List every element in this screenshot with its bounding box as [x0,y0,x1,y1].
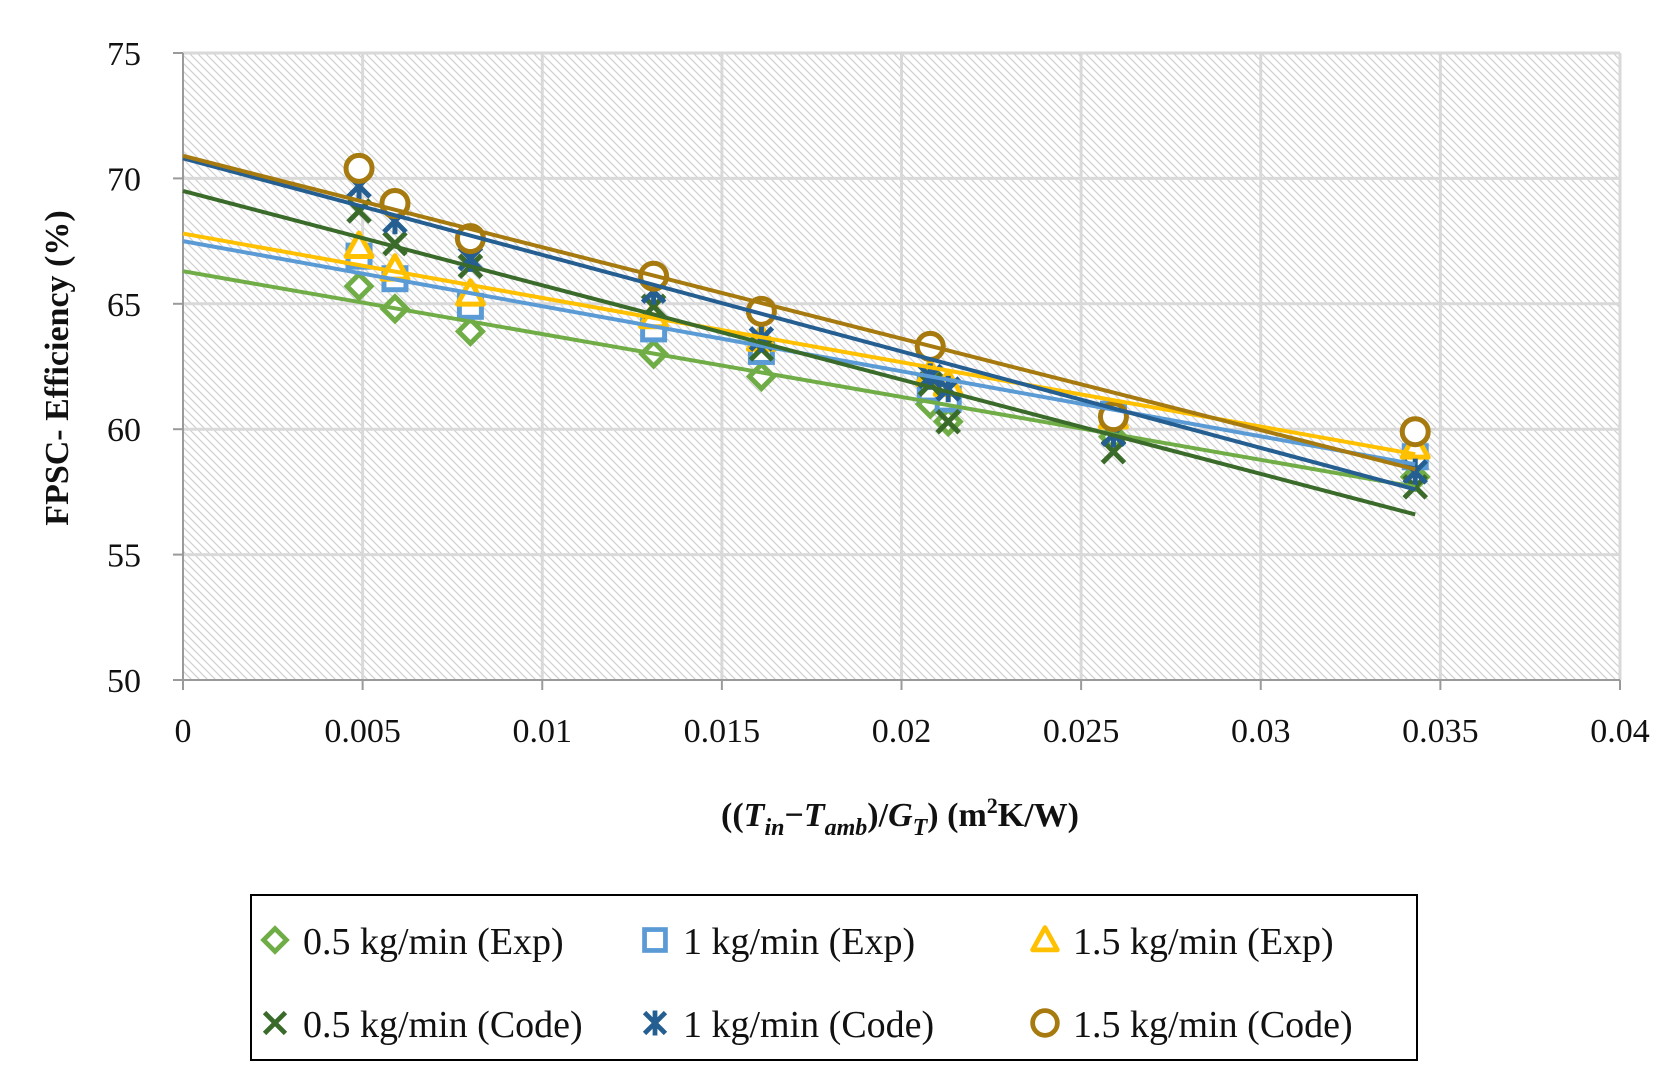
legend-label-0-5-kg-min-code: 0.5 kg/min (Code) [303,1004,583,1046]
trendline-0-5-kg-min-exp [182,269,1416,489]
y-tick-label: 65 [107,287,141,324]
x-tick-label: 0.03 [1231,713,1291,750]
x-axis-title: ((Tin−Tamb)/GT) (m2K/W) [721,793,1079,841]
trendline-0-5-kg-min-code [182,189,1416,517]
data-point-1-5-kg-min-code [343,152,375,184]
y-axis-title: FPSC- Efficiency (%) [39,210,76,525]
x-tick-label: 0.005 [324,713,401,750]
y-tick-label: 50 [107,663,141,700]
x-tick-label: 0.02 [872,713,932,750]
legend-marker-1-5-kg-min-code [1030,1008,1060,1038]
legend: 0.5 kg/min (Exp) 1 kg/min (Exp) 1.5 kg/min… [250,894,1418,1061]
legend-label-1-kg-min-code: 1 kg/min (Code) [683,1004,934,1046]
data-point-1-5-kg-min-exp [343,230,375,260]
legend-items: 0.5 kg/min (Exp) 1 kg/min (Exp) 1.5 kg/min… [260,921,1353,1046]
legend-marker-1-kg-min-exp [642,927,668,953]
tick-layer: 50 55 60 65 70 75 0 0.005 0.01 0.015 0.02 0.025 0.03… [107,36,1650,750]
x-tick-label: 0.01 [513,713,573,750]
data-point-0-5-kg-min-exp [454,315,486,347]
x-tick-label: 0.015 [684,713,761,750]
data-point-0-5-kg-min-exp [343,270,375,302]
legend-marker-0-5-kg-min-code [262,1010,288,1036]
legend-marker-1-5-kg-min-exp [1030,925,1060,953]
y-tick-label: 60 [107,412,141,449]
legend-label-1-5-kg-min-exp: 1.5 kg/min (Exp) [1073,921,1334,963]
x-tick-label: 0.025 [1043,713,1120,750]
legend-marker-1-kg-min-code [642,1010,668,1036]
trendline-1-kg-min-code [182,156,1416,492]
marker-layer [182,152,1431,517]
y-tick-label: 70 [107,161,141,198]
trendline-1-5-kg-min-code [182,153,1416,472]
x-tick-label: 0.035 [1402,713,1479,750]
legend-marker-0-5-kg-min-exp [260,925,290,955]
y-tick-label: 55 [107,538,141,575]
legend-label-0-5-kg-min-exp: 0.5 kg/min (Exp) [303,921,564,963]
y-tick-label: 75 [107,36,141,73]
data-point-0-5-kg-min-code [935,408,961,435]
legend-label-1-kg-min-exp: 1 kg/min (Exp) [683,921,915,963]
data-point-1-5-kg-min-code [1399,416,1431,448]
data-point-0-5-kg-min-code [382,230,408,257]
legend-frame [250,894,1418,1061]
legend-label-1-5-kg-min-code: 1.5 kg/min (Code) [1073,1004,1353,1046]
x-tick-label: 0.04 [1590,713,1650,750]
x-tick-label: 0 [175,713,192,750]
